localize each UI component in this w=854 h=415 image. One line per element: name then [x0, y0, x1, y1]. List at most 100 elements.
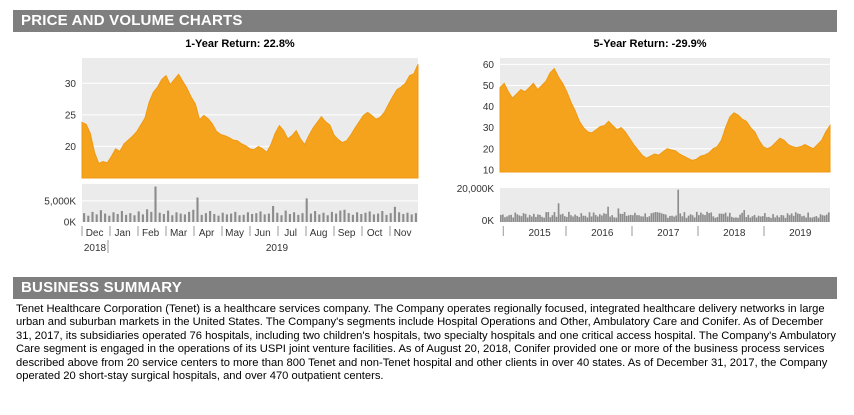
volume-bar-1 [669, 215, 671, 222]
volume-bar-1 [617, 208, 620, 222]
volume-bar-0 [116, 213, 119, 222]
volume-bar-0 [137, 211, 140, 222]
volume-bar-0 [343, 209, 346, 222]
volume-bar-1 [689, 214, 692, 222]
volume-bar-1 [819, 214, 822, 222]
volume-bar-1 [797, 213, 799, 222]
volume-bar-1 [619, 213, 622, 222]
volume-bar-1 [675, 215, 677, 222]
volume-bar-0 [339, 210, 342, 222]
volume-bar-1 [792, 215, 795, 222]
volume-bar-0 [301, 213, 304, 222]
volume-bar-1 [644, 213, 647, 222]
business-summary-text: Tenet Healthcare Corporation (Tenet) is … [16, 303, 836, 383]
volume-bar-1 [681, 216, 684, 222]
volume-bar-0 [175, 212, 178, 222]
volume-bar-1 [739, 214, 741, 222]
volume-bar-1 [679, 213, 682, 222]
volume-bar-0 [255, 213, 258, 222]
volume-bar-1 [621, 213, 624, 222]
volume-y-tick-label-1-0: 20,000K [457, 184, 495, 195]
volume-bar-1 [671, 215, 673, 222]
price-volume-section-header: PRICE AND VOLUME CHARTS [13, 10, 837, 32]
volume-bar-0 [326, 215, 329, 222]
x-tick-label-0-7: Jul [284, 228, 297, 239]
x-tick-label-0-3: Mar [170, 228, 188, 239]
volume-bar-1 [652, 212, 655, 222]
volume-bar-0 [242, 214, 245, 222]
price-area-series-0 [81, 64, 419, 179]
volume-bar-1 [559, 214, 562, 222]
volume-bar-0 [125, 214, 128, 222]
volume-bar-1 [782, 215, 785, 222]
volume-bar-1 [588, 212, 591, 222]
volume-bar-0 [351, 214, 354, 222]
x-tick-label-0-0: Dec [86, 228, 104, 239]
volume-bar-1 [695, 211, 698, 222]
volume-bar-1 [627, 215, 630, 222]
volume-bar-1 [821, 215, 824, 222]
volume-bar-1 [776, 215, 779, 222]
volume-bar-1 [557, 203, 560, 222]
volume-bar-1 [508, 215, 510, 222]
price-y-tick-label-0-0: 20 [65, 142, 77, 153]
volume-bar-1 [801, 216, 803, 222]
volume-bar-1 [518, 215, 521, 222]
volume-bar-1 [724, 212, 727, 222]
x-tick-label-0-5: May [225, 228, 244, 239]
volume-bar-1 [650, 213, 653, 222]
volume-bar-1 [572, 216, 574, 222]
volume-bar-0 [377, 213, 380, 222]
volume-bar-0 [309, 213, 312, 222]
volume-bar-1 [611, 215, 614, 222]
volume-bar-0 [225, 214, 228, 222]
volume-bar-1 [794, 212, 797, 222]
volume-bar-0 [356, 212, 359, 222]
volume-bar-1 [594, 215, 597, 222]
volume-bar-0 [108, 215, 111, 222]
volume-bar-1 [764, 213, 766, 222]
volume-bar-1 [549, 217, 552, 222]
volume-bar-1 [772, 214, 774, 222]
volume-bar-1 [528, 214, 531, 222]
volume-bar-0 [267, 213, 270, 222]
volume-bar-0 [91, 211, 94, 222]
volume-bar-1 [726, 216, 729, 222]
volume-bar-1 [809, 217, 812, 222]
x-tick-label-1-1: 2016 [591, 228, 614, 239]
volume-bar-0 [141, 214, 144, 222]
volume-bar-0 [385, 214, 388, 222]
volume-bar-1 [642, 216, 644, 222]
volume-bar-1 [574, 214, 576, 222]
volume-bar-0 [104, 213, 107, 222]
volume-bar-1 [687, 215, 690, 222]
volume-bar-0 [318, 214, 321, 222]
volume-bar-0 [347, 213, 350, 222]
volume-bar-1 [623, 212, 626, 222]
volume-bar-1 [514, 212, 517, 222]
volume-bar-1 [541, 216, 543, 222]
volume-bar-1 [632, 215, 634, 222]
volume-bar-1 [506, 216, 508, 222]
volume-bar-1 [768, 216, 770, 222]
volume-bar-1 [566, 216, 568, 222]
volume-bar-1 [504, 217, 506, 222]
volume-bar-0 [221, 212, 224, 222]
volume-bar-1 [592, 212, 595, 222]
volume-bar-1 [580, 213, 583, 222]
volume-bar-1 [743, 210, 746, 222]
volume-bar-1 [759, 216, 762, 222]
volume-bar-1 [753, 214, 756, 222]
volume-bar-0 [393, 206, 396, 222]
volume-bar-1 [662, 214, 665, 222]
x-tick-label-0-10: Oct [367, 228, 383, 239]
volume-bar-0 [146, 209, 149, 222]
one-year-chart-title: 1-Year Return: 22.8% [185, 38, 295, 50]
price-y-tick-label-1-4: 50 [483, 81, 495, 92]
volume-bar-1 [535, 216, 537, 222]
volume-bar-0 [364, 212, 367, 222]
volume-bar-1 [733, 217, 735, 222]
volume-bar-0 [360, 213, 363, 222]
volume-bar-1 [658, 212, 661, 222]
volume-bar-1 [563, 216, 566, 222]
